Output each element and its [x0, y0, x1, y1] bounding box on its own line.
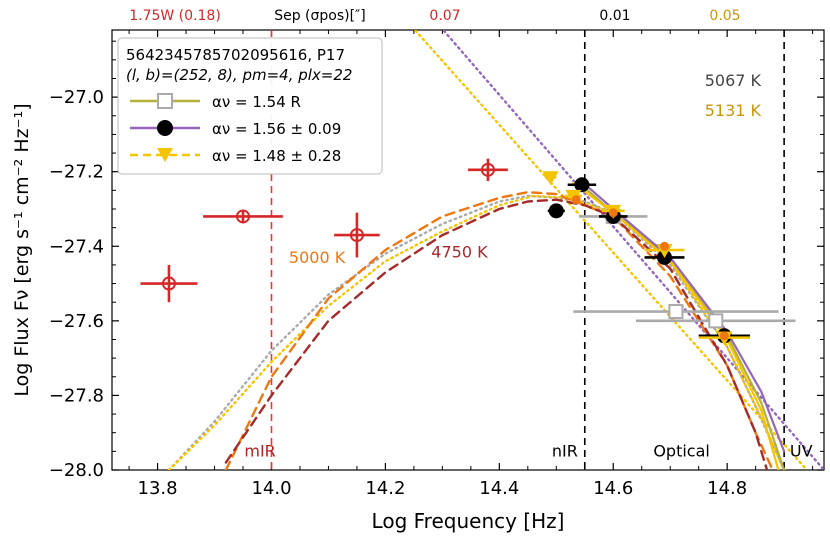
top-label-1: Sep (σpos)[″]	[274, 8, 366, 24]
band-label-2: Optical	[653, 441, 710, 460]
info-line-1: 5642345785702095616, P17	[126, 46, 345, 64]
curve-blackbody-brown-4750k	[224, 198, 769, 470]
top-label-4: 0.05	[709, 8, 740, 24]
band-label-3: UV	[790, 441, 813, 460]
point-yellow-triangles	[542, 171, 559, 186]
legend-label-0: αν = 1.54 R	[212, 93, 301, 111]
x-tick-label: 14.2	[365, 478, 405, 499]
point-gray-open-squares	[708, 313, 724, 329]
curve-blackbody-orange-5000k	[224, 191, 774, 470]
y-axis-label: Log Flux Fν [erg s⁻¹ cm⁻² Hz⁻¹]	[11, 103, 33, 396]
y-tick-label: −27.0	[49, 87, 104, 108]
point-mir-open-circles	[161, 276, 176, 291]
data-points	[140, 158, 796, 346]
legend-marker-2	[157, 148, 173, 162]
y-tick-label: −27.4	[49, 236, 104, 257]
temperature-label-0: 5067 K	[705, 71, 762, 90]
curve-fit-purple	[578, 178, 786, 453]
point-orange-points	[719, 331, 729, 341]
point-black-filled-circles	[548, 203, 564, 219]
temperature-label-3: 4750 K	[431, 242, 488, 261]
top-label-2: 0.07	[429, 8, 460, 24]
point-orange-points	[660, 241, 670, 251]
legend-frame	[117, 37, 383, 175]
legend-marker-0	[157, 93, 173, 109]
x-tick-label: 14.8	[707, 478, 747, 499]
info-line-2: (l, b)=(252, 8), pm=4, plx=22	[126, 66, 352, 84]
y-tick-label: −27.8	[49, 385, 104, 406]
curve-blackbody-gray-5067k	[167, 194, 786, 470]
curve-fit-yellow	[572, 181, 780, 470]
curve-blackbody-yellow-5131k	[167, 194, 786, 470]
band-label-1: nIR	[552, 441, 578, 460]
annotations: mIR nIR Optical UV 5067 K 5131 K 5000 K 4750 K	[244, 71, 812, 460]
legend-label-2: αν = 1.48 ± 0.28	[212, 147, 341, 165]
y-tick-label: −27.6	[49, 311, 104, 332]
curve-powerlaw-purple	[441, 30, 824, 470]
x-axis-label: Log Frequency [Hz]	[372, 509, 565, 533]
plot-frame	[111, 29, 825, 471]
top-label-0: 1.75W (0.18)	[129, 8, 221, 24]
point-orange-points	[571, 195, 581, 205]
legend-marker-1	[157, 120, 173, 136]
point-mir-open-circles	[349, 228, 364, 243]
x-tick-label: 14.6	[593, 478, 633, 499]
y-tick-label: −28.0	[49, 460, 104, 481]
point-orange-points	[608, 208, 618, 218]
temperature-label-2: 5000 K	[289, 248, 346, 267]
temperature-label-1: 5131 K	[705, 101, 762, 120]
x-tick-label: 14.0	[251, 478, 291, 499]
y-tick-label: −27.2	[49, 162, 104, 183]
x-tick-label: 13.8	[138, 478, 178, 499]
top-label-3: 0.01	[599, 8, 630, 24]
legend-box: 5642345785702095616, P17 (l, b)=(252, 8)…	[117, 37, 383, 175]
x-tick-label: 14.4	[479, 478, 519, 499]
top-labels: 1.75W (0.18) Sep (σpos)[″] 0.07 0.01 0.0…	[129, 8, 740, 24]
point-black-filled-circles	[574, 177, 590, 193]
axis-ticks: 13.8 14.0 14.2 14.4 14.6 14.8 −28.0 −27.8 −27.6 −…	[49, 30, 824, 499]
point-gray-open-squares	[668, 304, 684, 320]
point-mir-open-circles	[480, 162, 495, 177]
point-mir-open-circles	[236, 209, 251, 224]
band-label-0: mIR	[244, 441, 275, 460]
legend-label-1: αν = 1.56 ± 0.09	[212, 120, 341, 138]
